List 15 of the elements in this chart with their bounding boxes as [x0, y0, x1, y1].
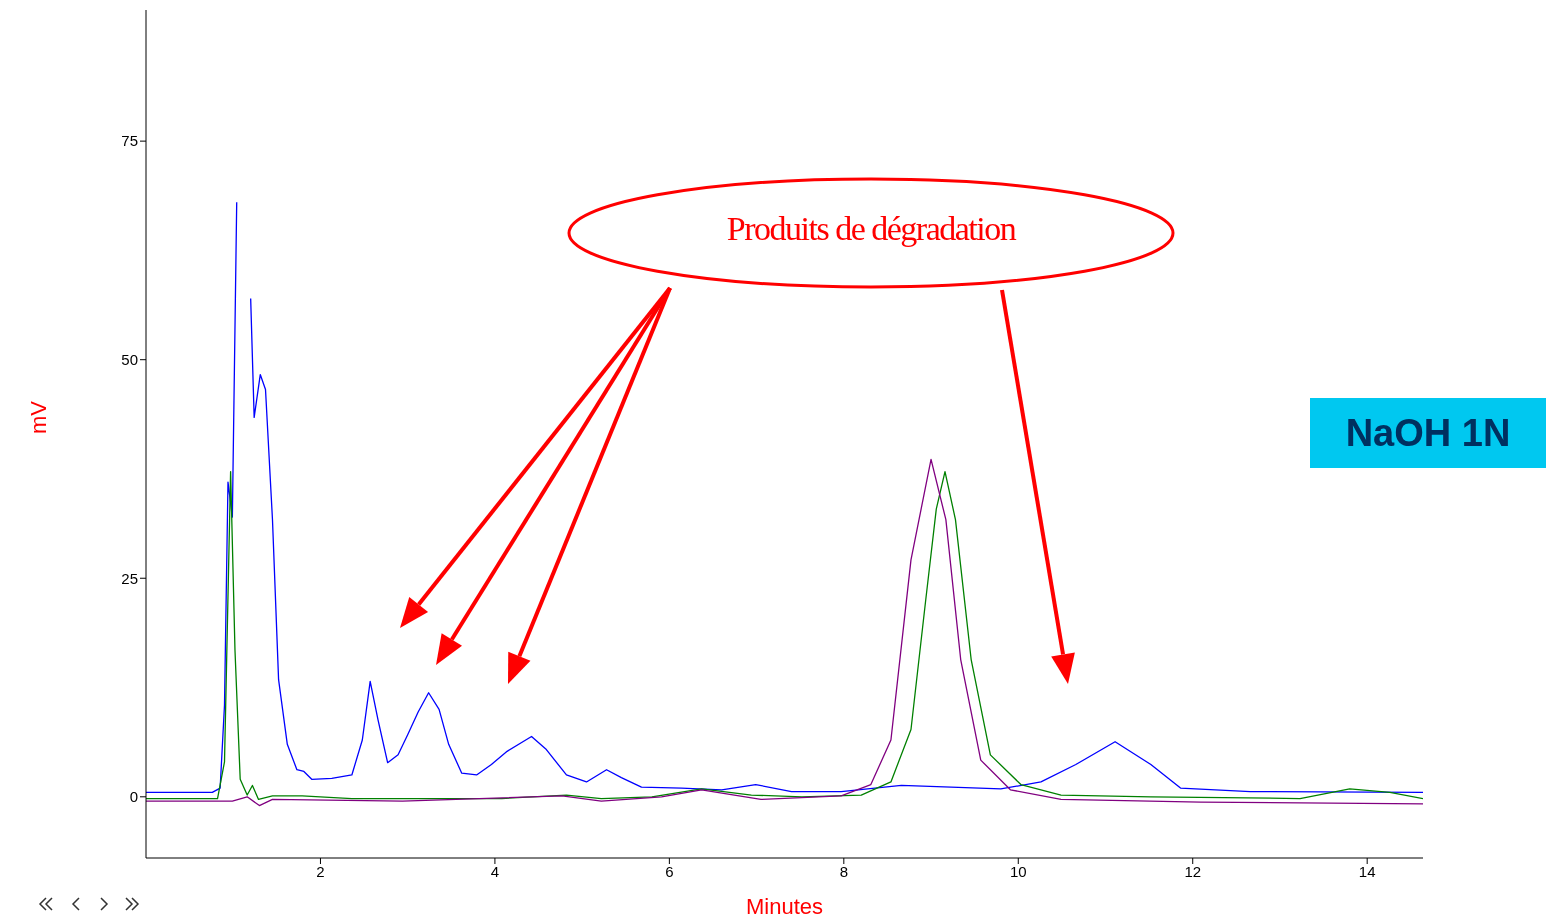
x-tick-label: 10 [1009, 862, 1027, 880]
x-tick-label: 14 [1358, 862, 1376, 880]
x-tick-label: 2 [316, 862, 325, 880]
x-tick-label: 6 [665, 862, 674, 880]
y-tick-label: 0 [129, 788, 138, 806]
annotation: Produits de dégradation [725, 210, 1017, 248]
x-tick-label: 8 [839, 862, 848, 880]
y-tick-label: 50 [121, 351, 138, 369]
x-tick-label: 12 [1184, 862, 1202, 880]
y-axis-title: mV [25, 400, 51, 434]
y-tick-label: 75 [121, 132, 138, 150]
x-tick-label: 4 [490, 862, 500, 880]
y-tick-label: 25 [121, 569, 138, 587]
annotation: NaOH 1N [1310, 398, 1546, 468]
x-axis-title: Minutes [745, 894, 824, 919]
